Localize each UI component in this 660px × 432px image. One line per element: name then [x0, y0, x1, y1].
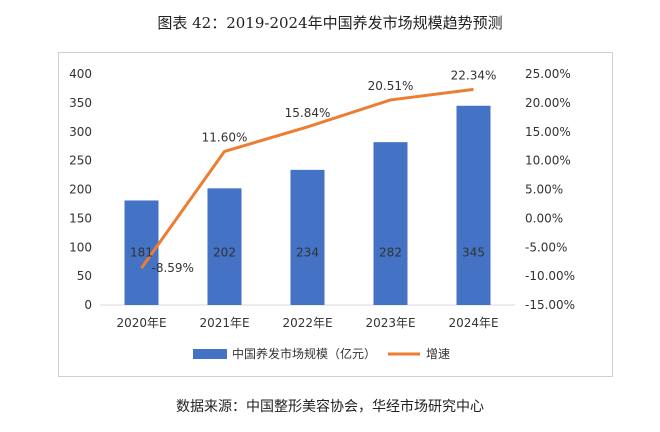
line-data-label: -8.59% [152, 261, 194, 275]
chart-frame [58, 52, 613, 377]
bar [290, 169, 325, 305]
chart-title: 图表 42：2019-2024年中国养发市场规模趋势预测 [157, 14, 503, 32]
x-tick-label: 2022年E [282, 316, 332, 330]
y-right-tick-label: 10.00% [525, 154, 571, 168]
y-left-tick-label: 300 [69, 125, 92, 139]
y-right-tick-label: 20.00% [525, 96, 571, 110]
x-tick-label: 2020年E [116, 316, 166, 330]
bar-data-label: 345 [462, 245, 485, 259]
bar [373, 142, 408, 305]
bar [207, 188, 242, 305]
y-left-tick-label: 50 [77, 269, 92, 283]
y-left-tick-label: 200 [69, 183, 92, 197]
line-data-label: 20.51% [368, 79, 414, 93]
x-tick-label: 2021年E [199, 316, 249, 330]
y-left-tick-label: 250 [69, 154, 92, 168]
source-note: 数据来源：中国整形美容协会，华经市场研究中心 [176, 399, 484, 415]
bar-data-label: 181 [130, 245, 153, 259]
x-tick-label: 2023年E [365, 316, 415, 330]
y-right-tick-label: 5.00% [525, 183, 563, 197]
legend-bar-swatch [193, 349, 227, 359]
bar-data-label: 202 [213, 245, 236, 259]
bar-data-label: 234 [296, 245, 319, 259]
growth-line [140, 87, 474, 269]
legend-bar-label: 中国养发市场规模（亿元） [232, 346, 376, 361]
line-data-label: 11.60% [202, 130, 248, 144]
y-left-tick-label: 0 [84, 298, 92, 312]
y-left-tick-label: 150 [69, 211, 92, 225]
y-right-tick-label: 15.00% [525, 125, 571, 139]
x-tick-label: 2024年E [448, 316, 498, 330]
bar-data-label: 282 [379, 245, 402, 259]
y-right-tick-label: -15.00% [525, 298, 575, 312]
y-left-tick-label: 400 [69, 67, 92, 81]
line-data-label: 22.34% [451, 68, 497, 82]
bar [456, 105, 491, 305]
y-left-tick-label: 350 [69, 96, 92, 110]
y-left-tick-label: 100 [69, 240, 92, 254]
y-right-tick-label: -10.00% [525, 269, 575, 283]
y-right-tick-label: 25.00% [525, 67, 571, 81]
y-right-tick-label: 0.00% [525, 211, 563, 225]
legend-line-label: 增速 [426, 347, 450, 361]
y-right-tick-label: -5.00% [525, 240, 567, 254]
line-data-label: 15.84% [285, 106, 331, 120]
